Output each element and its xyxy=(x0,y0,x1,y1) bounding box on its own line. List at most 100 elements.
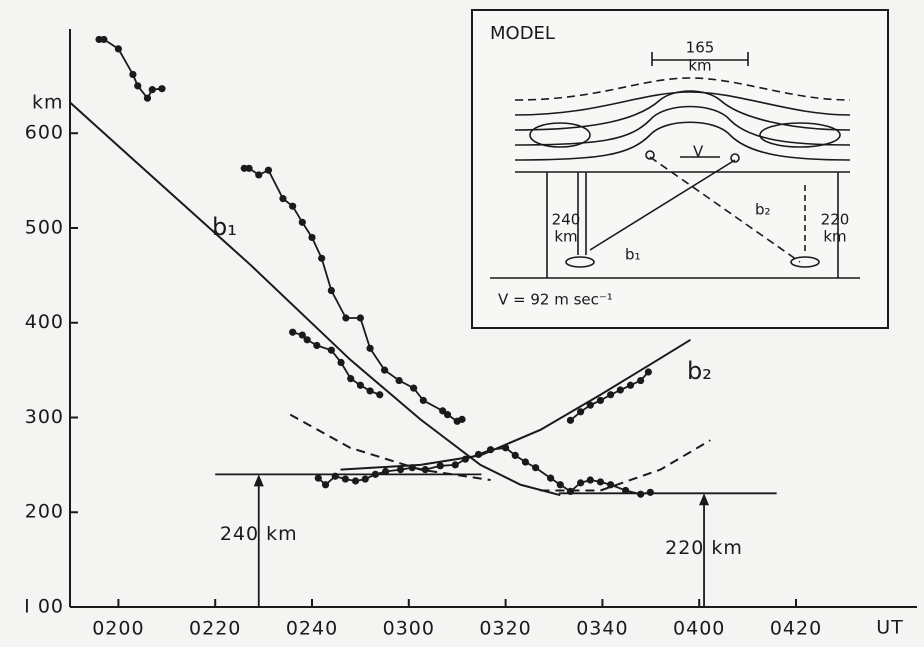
data-point xyxy=(357,314,364,321)
data-point xyxy=(532,464,539,471)
data-point xyxy=(607,481,614,488)
data-point xyxy=(366,345,373,352)
data-point xyxy=(149,86,156,93)
data-point xyxy=(444,411,451,418)
y-tick-label: 500 xyxy=(25,216,64,238)
inset-formula: V = 92 m sec⁻¹ xyxy=(498,291,613,309)
data-point xyxy=(502,444,509,451)
data-point xyxy=(487,446,494,453)
data-point xyxy=(328,347,335,354)
inset-width-unit: km xyxy=(688,57,711,75)
data-point xyxy=(279,195,286,202)
data-point xyxy=(547,475,554,482)
data-point xyxy=(512,452,519,459)
data-point xyxy=(304,336,311,343)
data-point xyxy=(100,36,107,43)
data-point xyxy=(313,342,320,349)
data-point xyxy=(567,417,574,424)
y-axis-label: km xyxy=(32,92,64,114)
data-point xyxy=(352,477,359,484)
data-point xyxy=(420,397,427,404)
inset-width: 165 xyxy=(686,39,715,57)
data-point xyxy=(577,479,584,486)
data-point xyxy=(617,386,624,393)
inset-left-height: 240 xyxy=(552,211,581,229)
inset-frame xyxy=(472,10,888,328)
inset-beam1: b₁ xyxy=(625,246,641,264)
data-point xyxy=(462,456,469,463)
data-point xyxy=(255,171,262,178)
data-point xyxy=(362,475,369,482)
data-point xyxy=(637,491,644,498)
series-line xyxy=(244,168,462,421)
data-point xyxy=(627,382,634,389)
data-point xyxy=(522,458,529,465)
x-tick-label: 0200 xyxy=(92,618,144,640)
data-point xyxy=(265,167,272,174)
y-tick-label: 400 xyxy=(25,311,64,333)
data-point xyxy=(158,85,165,92)
data-point xyxy=(607,391,614,398)
x-tick-label: 0400 xyxy=(673,618,725,640)
data-point xyxy=(322,481,329,488)
x-tick-label: 0320 xyxy=(479,618,531,640)
data-point xyxy=(347,375,354,382)
chart: km UT MODEL 165 km V xyxy=(0,0,924,643)
data-point xyxy=(637,377,644,384)
data-point xyxy=(587,476,594,483)
data-point xyxy=(318,255,325,262)
series-line xyxy=(540,440,710,490)
inset-title: MODEL xyxy=(490,23,555,44)
data-point xyxy=(376,391,383,398)
x-tick-label: 0420 xyxy=(770,618,822,640)
inset-right-height: 220 xyxy=(821,211,850,229)
x-tick-label: 0300 xyxy=(383,618,435,640)
data-point xyxy=(422,466,429,473)
page: {"chart_data": {"type": "line", "y_label… xyxy=(0,0,924,647)
arrow-head xyxy=(254,474,264,486)
data-point xyxy=(129,71,136,78)
data-point xyxy=(410,385,417,392)
data-point xyxy=(597,397,604,404)
curve-label: b₁ xyxy=(212,213,237,241)
y-tick-label: I 00 xyxy=(24,596,64,618)
data-point xyxy=(397,466,404,473)
data-point xyxy=(328,287,335,294)
reference-label: 220 km xyxy=(665,537,743,559)
inset-left-unit: km xyxy=(554,228,577,246)
data-point xyxy=(289,203,296,210)
y-tick-label: 600 xyxy=(25,122,64,144)
data-point xyxy=(342,314,349,321)
x-axis-label: UT xyxy=(876,617,904,639)
data-point xyxy=(475,451,482,458)
data-point xyxy=(366,387,373,394)
data-point xyxy=(452,461,459,468)
data-point xyxy=(557,481,564,488)
data-point xyxy=(647,489,654,496)
y-tick-label: 300 xyxy=(25,406,64,428)
inset: MODEL 165 km V 240 km 220 km b₁ b₂ V = 9… xyxy=(472,10,888,328)
data-point xyxy=(458,416,465,423)
data-point xyxy=(409,464,416,471)
data-point xyxy=(381,367,388,374)
data-point xyxy=(342,475,349,482)
x-tick-label: 0220 xyxy=(189,618,241,640)
data-point xyxy=(144,95,151,102)
data-point xyxy=(437,462,444,469)
y-tick-label: 200 xyxy=(25,501,64,523)
data-point xyxy=(315,475,322,482)
data-point xyxy=(289,329,296,336)
inset-velocity: V xyxy=(693,143,704,161)
data-point xyxy=(245,165,252,172)
data-point xyxy=(337,359,344,366)
arrow-head xyxy=(699,493,709,505)
x-tick-label: 0240 xyxy=(286,618,338,640)
x-tick-label: 0340 xyxy=(576,618,628,640)
data-point xyxy=(115,45,122,52)
data-point xyxy=(134,82,141,89)
data-point xyxy=(299,219,306,226)
inset-right-unit: km xyxy=(823,228,846,246)
data-point xyxy=(396,377,403,384)
data-point xyxy=(597,478,604,485)
curve-label: b₂ xyxy=(687,357,712,385)
